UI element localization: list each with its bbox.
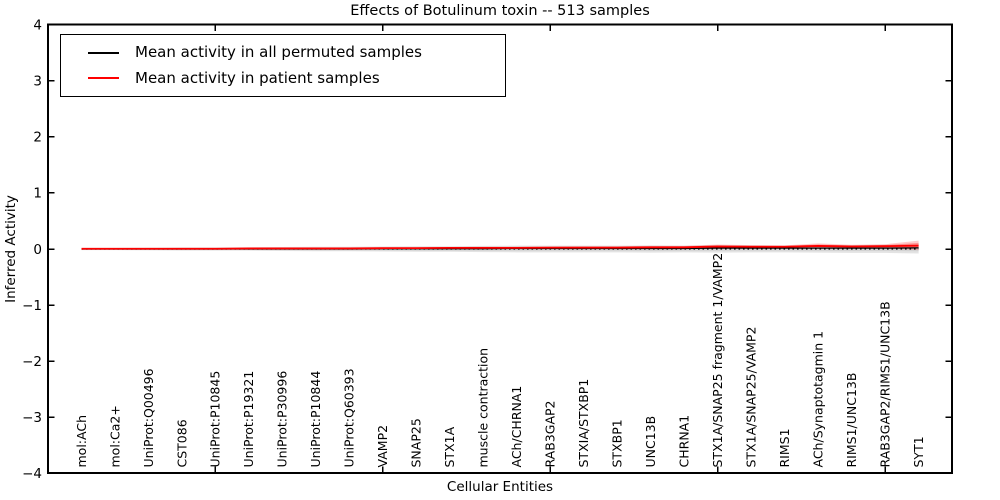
legend: Mean activity in all permuted samples Me…: [60, 34, 506, 97]
x-category-label: RIMS1/UNC13B: [844, 373, 859, 468]
svg-text:UniProt:P19321: UniProt:P19321: [241, 371, 256, 468]
x-category-label: CHRNA1: [677, 415, 692, 468]
svg-text:UniProt:Q00496: UniProt:Q00496: [141, 368, 156, 467]
svg-text:STX1A/SNAP25 fragment 1/VAMP2: STX1A/SNAP25 fragment 1/VAMP2: [710, 253, 725, 468]
x-category-label: RAB3GAP2/RIMS1/UNC13B: [877, 301, 892, 467]
svg-text:RIMS1/UNC13B: RIMS1/UNC13B: [844, 373, 859, 468]
svg-text:ACh/CHRNA1: ACh/CHRNA1: [509, 386, 524, 468]
y-tick-label: −3: [22, 410, 42, 426]
x-category-label: CST086: [174, 419, 189, 467]
svg-text:RIMS1: RIMS1: [777, 428, 792, 467]
y-tick-label: 2: [33, 130, 42, 146]
x-category-label: UniProt:Q60393: [342, 368, 357, 467]
svg-text:UniProt:P30996: UniProt:P30996: [275, 371, 290, 468]
y-tick-label: 3: [33, 74, 42, 90]
permuted-line-sample-icon: [88, 51, 119, 54]
y-tick-label: −4: [22, 466, 42, 482]
svg-text:mol:Ca2+: mol:Ca2+: [107, 405, 122, 467]
x-category-label: UNC13B: [643, 416, 658, 468]
x-category-label: STXIA/STXBP1: [576, 379, 591, 468]
y-axis-label: Inferred Activity: [3, 195, 19, 303]
x-category-label: UniProt:P10845: [208, 371, 223, 468]
y-tick-label: 1: [33, 186, 42, 202]
x-category-label: UniProt:P10844: [308, 371, 323, 468]
svg-text:muscle contraction: muscle contraction: [476, 348, 491, 468]
x-category-label: mol:Ca2+: [107, 405, 122, 467]
svg-text:STXBP1: STXBP1: [610, 419, 625, 467]
svg-text:ACh/Synaptotagmin 1: ACh/Synaptotagmin 1: [810, 331, 825, 468]
svg-text:mol:ACh: mol:ACh: [74, 415, 89, 468]
svg-text:VAMP2: VAMP2: [375, 425, 390, 468]
x-category-label: mol:ACh: [74, 415, 89, 468]
x-category-label: ACh/Synaptotagmin 1: [810, 331, 825, 468]
x-category-label: RAB3GAP2: [543, 401, 558, 468]
x-category-label: ACh/CHRNA1: [509, 386, 524, 468]
legend-label: Mean activity in all permuted samples: [135, 43, 422, 62]
svg-text:STX1A: STX1A: [442, 426, 457, 467]
svg-text:UNC13B: UNC13B: [643, 416, 658, 468]
x-category-label: STX1A/SNAP25/VAMP2: [743, 327, 758, 468]
svg-text:RAB3GAP2: RAB3GAP2: [543, 401, 558, 468]
x-category-label: STX1A/SNAP25 fragment 1/VAMP2: [710, 253, 725, 468]
svg-text:RAB3GAP2/RIMS1/UNC13B: RAB3GAP2/RIMS1/UNC13B: [877, 301, 892, 467]
chart-title: Effects of Botulinum toxin -- 513 sample…: [350, 3, 650, 19]
legend-label: Mean activity in patient samples: [135, 68, 380, 87]
svg-text:SNAP25: SNAP25: [409, 418, 424, 467]
y-tick-label: −1: [22, 298, 42, 314]
x-category-label: UniProt:Q00496: [141, 368, 156, 467]
svg-text:STXIA/STXBP1: STXIA/STXBP1: [576, 379, 591, 468]
x-category-label: RIMS1: [777, 428, 792, 467]
legend-item-patient: Mean activity in patient samples: [61, 68, 505, 87]
patient-mean-line: [81, 244, 919, 250]
svg-text:SYT1: SYT1: [911, 436, 926, 467]
x-category-label: STXBP1: [610, 419, 625, 467]
y-tick-label: 4: [33, 17, 42, 33]
svg-text:UniProt:P10845: UniProt:P10845: [208, 371, 223, 468]
svg-text:CHRNA1: CHRNA1: [677, 415, 692, 468]
x-category-label: SYT1: [911, 436, 926, 467]
y-tick-label: 0: [33, 242, 42, 258]
x-category-label: STX1A: [442, 426, 457, 467]
legend-item-permuted: Mean activity in all permuted samples: [61, 45, 505, 60]
x-category-label: UniProt:P19321: [241, 371, 256, 468]
svg-text:UniProt:Q60393: UniProt:Q60393: [342, 368, 357, 467]
x-category-label: SNAP25: [409, 418, 424, 467]
x-category-label: VAMP2: [375, 425, 390, 468]
x-axis-label: Cellular Entities: [446, 479, 554, 495]
svg-text:CST086: CST086: [174, 419, 189, 467]
svg-text:UniProt:P10844: UniProt:P10844: [308, 371, 323, 468]
patient-line-sample-icon: [88, 77, 119, 80]
x-category-label: muscle contraction: [476, 348, 491, 468]
svg-text:STX1A/SNAP25/VAMP2: STX1A/SNAP25/VAMP2: [743, 327, 758, 468]
y-tick-label: −2: [22, 354, 42, 370]
x-category-label: UniProt:P30996: [275, 371, 290, 468]
